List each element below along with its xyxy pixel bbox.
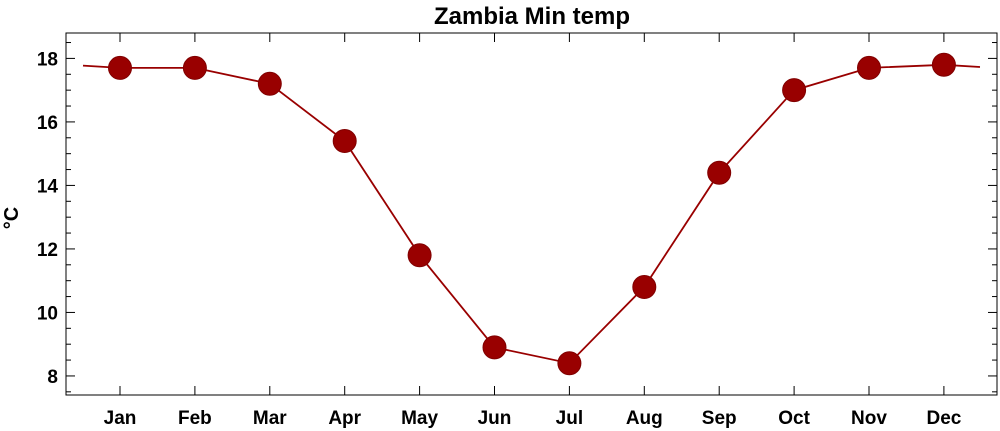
data-point-feb: [182, 55, 207, 80]
x-tick-label: Mar: [253, 408, 287, 429]
x-tick-label: Nov: [851, 408, 887, 429]
y-tick-label: 14: [37, 176, 59, 197]
y-ticks: 8 10 12 14 16 18: [37, 42, 997, 393]
data-point-dec: [931, 52, 956, 77]
y-tick-label: 8: [47, 367, 58, 388]
x-tick-label: Jun: [478, 408, 512, 429]
x-ticks: Jan Feb Mar Apr May Jun Jul Aug Sep Oct Nov Dec: [104, 33, 962, 429]
x-tick-label: Feb: [178, 408, 212, 429]
x-tick-label: Jan: [104, 408, 137, 429]
data-point-oct: [782, 78, 807, 103]
data-point-may: [407, 243, 432, 268]
data-point-apr: [332, 128, 357, 153]
y-tick-label: 16: [37, 113, 58, 134]
chart-title: Zambia Min temp: [434, 3, 630, 30]
x-tick-label: Oct: [778, 408, 810, 429]
data-point-nov: [857, 55, 881, 80]
x-tick-label: May: [401, 408, 438, 429]
data-point-jun: [482, 335, 507, 360]
x-tick-label: Sep: [702, 408, 737, 429]
data-point-sep: [707, 160, 732, 185]
data-point-jul: [557, 351, 582, 376]
x-tick-label: Dec: [926, 408, 961, 429]
x-tick-label: Jul: [556, 408, 583, 429]
y-tick-label: 18: [37, 49, 58, 70]
series-layer: [82, 52, 981, 376]
y-tick-label: 10: [37, 303, 58, 324]
y-axis-label: °C: [1, 207, 23, 229]
data-point-jan: [108, 55, 132, 80]
series-line: [82, 63, 981, 365]
y-tick-label: 12: [37, 240, 58, 261]
data-point-aug: [632, 275, 657, 300]
data-point-mar: [257, 71, 282, 96]
plot-frame: [65, 32, 998, 396]
x-tick-label: Apr: [328, 408, 361, 429]
x-tick-label: Aug: [626, 408, 663, 429]
